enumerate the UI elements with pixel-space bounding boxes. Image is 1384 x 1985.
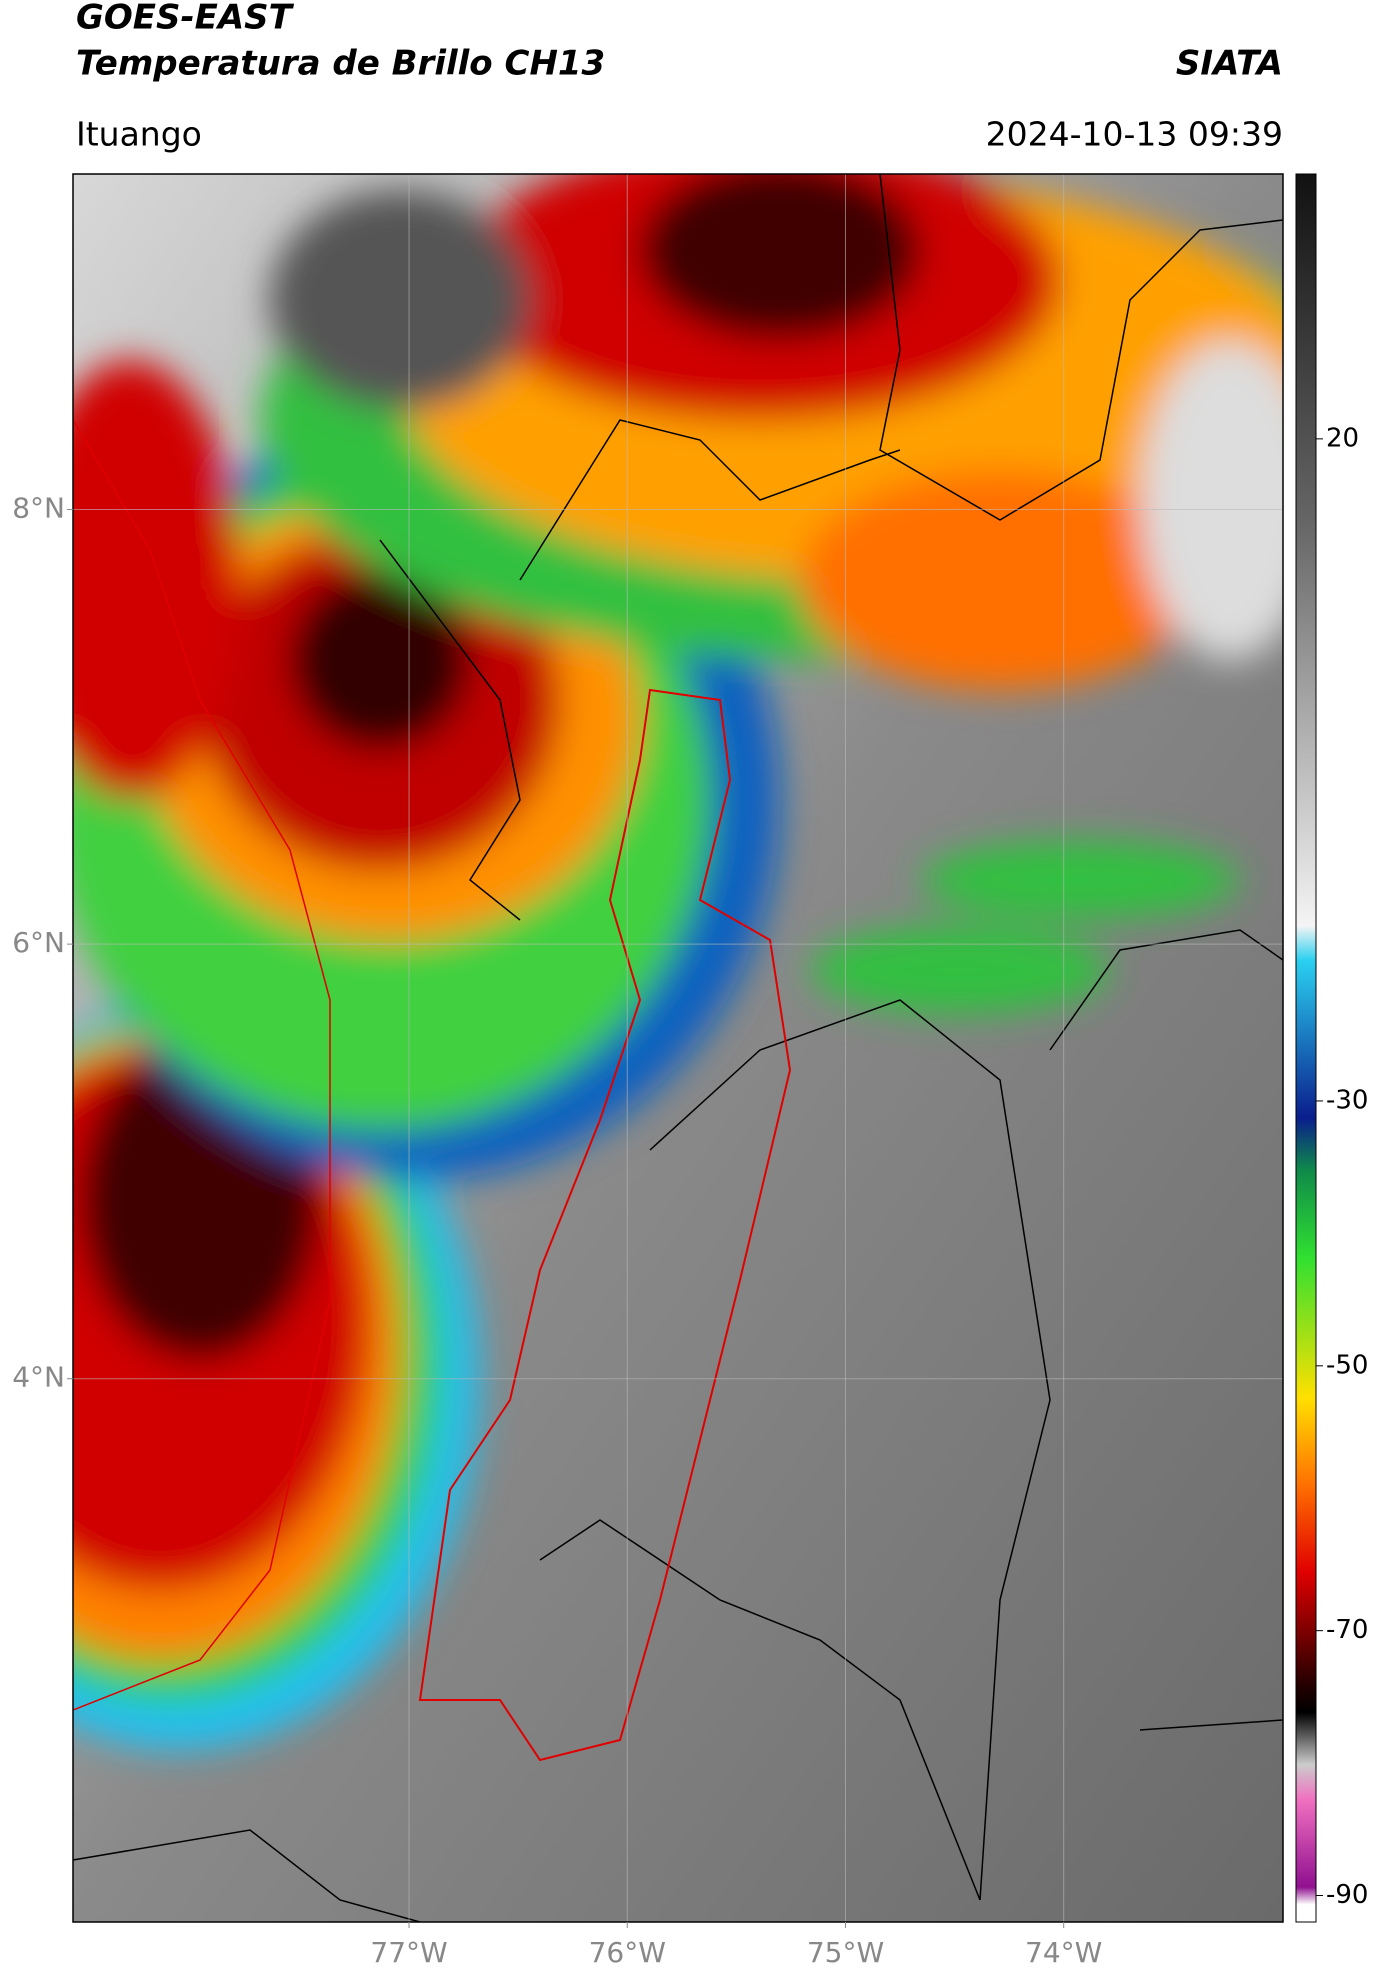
title: GOES-EAST: [76, 0, 295, 38]
y-tick-label: 8°N: [12, 492, 65, 525]
colorbar-tick-label: -30: [1326, 1085, 1368, 1115]
y-tick-label: 4°N: [12, 1361, 65, 1394]
x-tick-label: 77°W: [370, 1936, 447, 1969]
colorbar: [1295, 173, 1317, 1923]
location: Ituango: [76, 115, 202, 154]
map-frame: [72, 173, 1284, 1923]
colorbar-tick-label: -90: [1326, 1880, 1368, 1910]
brand: SIATA: [1176, 44, 1283, 84]
colorbar-tick-label: -50: [1326, 1350, 1368, 1380]
x-tick-label: 75°W: [807, 1936, 884, 1969]
grid: [73, 174, 1283, 1922]
subtitle: Temperatura de Brillo CH13: [76, 44, 605, 84]
x-tick-label: 76°W: [589, 1936, 666, 1969]
x-tick-label: 74°W: [1025, 1936, 1102, 1969]
colorbar-tick-label: -70: [1326, 1615, 1368, 1645]
satellite-image: [73, 174, 1283, 1922]
timestamp: 2024-10-13 09:39: [986, 115, 1283, 154]
colorbar-tick-label: 20: [1326, 423, 1359, 453]
y-tick-label: 6°N: [12, 926, 65, 959]
